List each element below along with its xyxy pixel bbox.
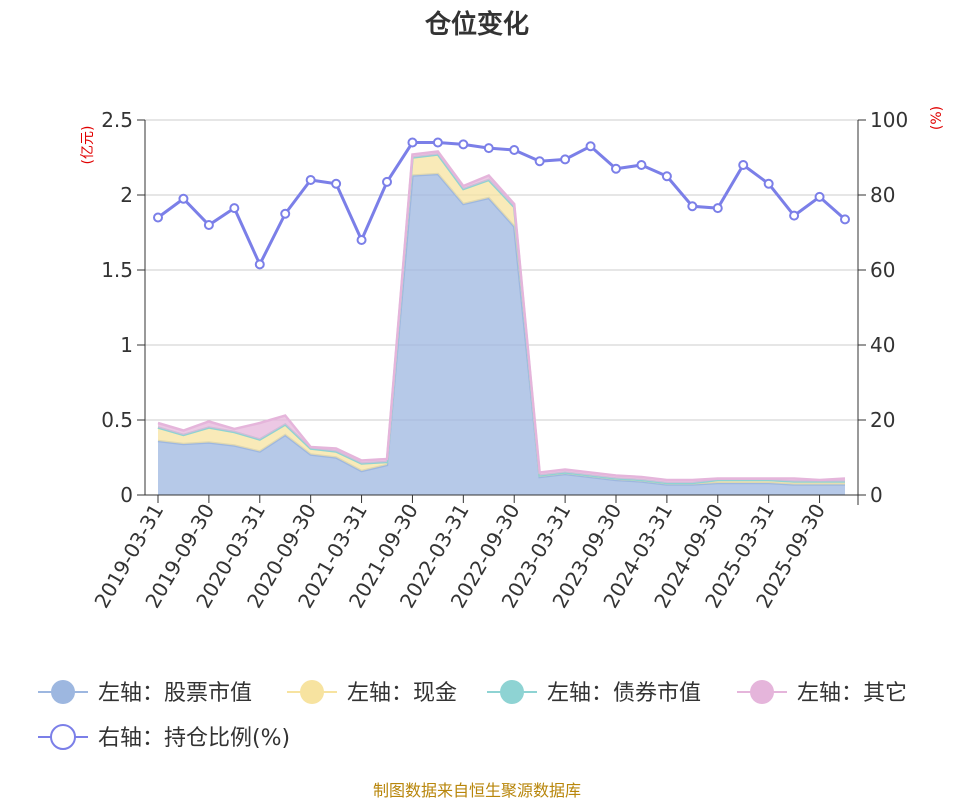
right-axis-tick-label: 20 (870, 408, 895, 432)
ratio-point (432, 137, 443, 148)
legend-item: 右轴：持仓比例(%) (38, 724, 290, 751)
ratio-point (840, 214, 850, 225)
area-左轴：股票市值 (158, 174, 845, 495)
ratio-line-path (157, 141, 846, 268)
legend-swatch-marker (500, 680, 524, 704)
left-axis-tick-label: 0.5 (101, 408, 133, 432)
left-axis-tick-label: 0 (120, 483, 133, 507)
ratio-point (331, 178, 342, 189)
chart-title: 仓位变化 (424, 9, 529, 40)
ratio-point (585, 141, 596, 152)
ratio-point (687, 201, 698, 212)
ratio-point (611, 163, 621, 174)
left-axis-unit: (亿元) (80, 126, 96, 165)
legend-swatch-marker (50, 724, 76, 750)
ratio-point (712, 203, 723, 214)
left-axis-tick-label: 1 (120, 333, 133, 357)
ratio-point (636, 160, 647, 170)
ratio-point (382, 176, 392, 187)
ratio-point (661, 171, 672, 182)
ratio-point (738, 160, 749, 170)
legend-label: 左轴：其它 (797, 681, 907, 706)
ratio-point (305, 175, 316, 185)
ratio-point (458, 139, 469, 150)
area-edge-左轴：其它 (157, 150, 846, 482)
legend-item: 左轴：股票市值 (38, 680, 252, 706)
legend-label: 左轴：股票市值 (98, 681, 252, 706)
ratio-point (534, 156, 545, 167)
right-axis-tick-label: 60 (870, 258, 895, 282)
legend-label: 左轴：现金 (347, 681, 457, 706)
ratio-point (280, 208, 291, 219)
legend-item: 左轴：其它 (737, 680, 907, 706)
ratio-point (763, 178, 774, 189)
data-source-note: 制图数据来自恒生聚源数据库 (373, 781, 581, 800)
legend-swatch-marker (750, 680, 774, 704)
ratio-point (153, 212, 163, 223)
legend-swatch-marker (300, 680, 324, 704)
stacked-areas (157, 150, 846, 495)
right-axis-tick-label: 0 (870, 483, 883, 507)
ratio-point (229, 203, 240, 214)
ratio-point (789, 210, 800, 221)
left-axis-tick-label: 2.5 (101, 108, 133, 132)
ratio-point (560, 154, 571, 165)
holding-ratio-line (153, 137, 850, 270)
ratio-point (509, 145, 520, 155)
legend-item: 左轴：现金 (287, 680, 457, 706)
right-axis-unit: (%) (929, 106, 945, 130)
ratio-point (254, 259, 265, 270)
ratio-point (203, 220, 214, 230)
legend-label: 左轴：债券市值 (547, 681, 701, 706)
right-axis-tick-label: 100 (870, 108, 908, 132)
left-axis-tick-label: 1.5 (101, 258, 133, 282)
ratio-point (483, 143, 494, 154)
ratio-point (407, 137, 418, 148)
legend-item: 左轴：债券市值 (487, 680, 701, 706)
right-axis-tick-label: 80 (870, 183, 895, 207)
ratio-point (178, 193, 189, 204)
right-axis-tick-label: 40 (870, 333, 895, 357)
left-axis-tick-label: 2 (120, 183, 133, 207)
ratio-point (814, 191, 825, 202)
ratio-point (356, 235, 367, 245)
legend-label: 右轴：持仓比例(%) (98, 726, 290, 751)
legend-swatch-marker (51, 680, 75, 704)
